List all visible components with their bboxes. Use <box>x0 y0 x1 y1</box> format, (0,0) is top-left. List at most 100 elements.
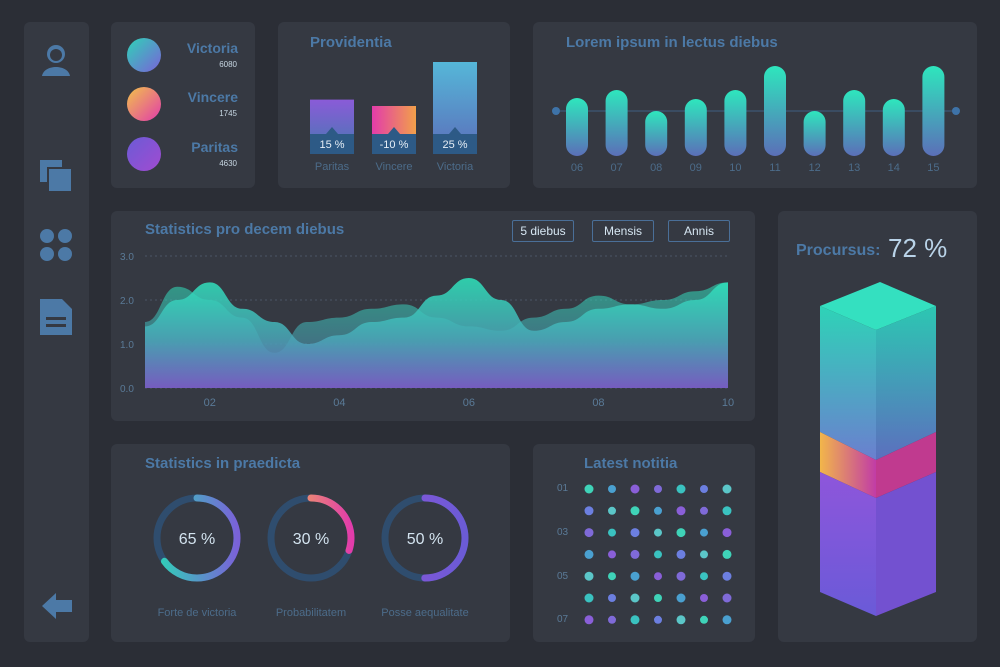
donut-arc <box>381 494 469 582</box>
lorem-xtick: 06 <box>571 162 583 174</box>
donut-label: Forte de victoria <box>158 607 238 619</box>
legend-swatch <box>127 137 161 171</box>
providentia-category: Paritas <box>315 161 350 173</box>
lorem-xtick: 15 <box>927 162 939 174</box>
notitia-dot <box>722 528 732 538</box>
providentia-label-box <box>433 134 477 154</box>
notitia-ytick: 03 <box>557 527 569 538</box>
notitia-dot <box>722 571 732 581</box>
notitia-dot <box>676 593 686 603</box>
lorem-xtick: 12 <box>808 162 820 174</box>
donut-value: 50 % <box>407 531 443 548</box>
providentia-notch <box>388 127 400 134</box>
notitia-dot <box>722 549 732 559</box>
notitia-dot <box>700 615 708 624</box>
notitia-dot <box>654 528 662 537</box>
notitia-dot <box>630 615 640 625</box>
five-days-button[interactable]: 5 diebus <box>512 220 574 242</box>
procursus-label: Procursus: <box>796 242 881 259</box>
notitia-dot <box>630 571 640 581</box>
lorem-bar <box>724 90 747 156</box>
notitia-dot <box>654 550 662 559</box>
notitia-ytick: 01 <box>557 483 569 494</box>
notitia-dot <box>722 615 732 625</box>
donut-value: 65 % <box>179 531 215 548</box>
notitia-dot <box>722 484 732 494</box>
providentia-value-label: 15 % <box>319 139 344 151</box>
legend-name: Paritas <box>191 139 238 155</box>
notitia-dot <box>676 484 686 494</box>
stats-area-series <box>145 282 728 388</box>
lorem-bar <box>645 111 668 156</box>
notitia-dot <box>584 484 594 494</box>
notitia-dot <box>584 528 594 538</box>
legend-value: 1745 <box>219 109 237 118</box>
providentia-label-box <box>372 134 416 154</box>
lorem-xtick: 11 <box>769 162 780 174</box>
month-button[interactable]: Mensis <box>592 220 654 242</box>
notitia-dot <box>584 549 594 559</box>
notitia-dot <box>700 485 708 493</box>
lorem-bar <box>566 98 588 156</box>
year-button[interactable]: Annis <box>668 220 730 242</box>
notitia-dot <box>584 571 594 581</box>
praedicta-title: Statistics in praedicta <box>145 455 301 472</box>
procursus-value: 72 % <box>888 233 948 263</box>
notitia-title: Latest notitia <box>584 455 678 472</box>
notitia-dot <box>654 572 662 581</box>
lorem-bar <box>803 111 826 156</box>
lorem-xtick: 08 <box>650 162 662 174</box>
providentia-title: Providentia <box>310 34 392 51</box>
notitia-dot <box>608 594 616 602</box>
lorem-title: Lorem ipsum in lectus diebus <box>566 34 778 51</box>
notitia-dot <box>608 550 616 559</box>
lorem-xtick: 07 <box>610 162 622 174</box>
lorem-xtick: 14 <box>888 162 900 174</box>
lorem-end-dot <box>552 107 560 115</box>
notitia-dot <box>700 550 708 559</box>
legend-value: 4630 <box>219 159 237 168</box>
notitia-dot <box>700 528 708 537</box>
notitia-dot <box>608 572 616 581</box>
notitia-dot <box>630 506 640 516</box>
legend-name: Victoria <box>186 40 238 56</box>
providentia-notch <box>449 127 461 134</box>
lorem-xtick: 09 <box>690 162 702 174</box>
stats-ytick: 1.0 <box>120 340 134 351</box>
notitia-dot <box>630 528 640 538</box>
notitia-dot <box>630 549 640 559</box>
lorem-xtick: 10 <box>729 162 741 174</box>
providentia-notch <box>326 127 338 134</box>
providentia-bar <box>433 62 477 136</box>
notitia-dot <box>676 549 686 559</box>
notitia-dot <box>676 571 686 581</box>
notitia-dot <box>608 485 616 493</box>
notitia-dot <box>608 528 616 537</box>
lorem-bar <box>684 99 707 156</box>
notitia-dot <box>584 593 594 603</box>
providentia-value-label: 25 % <box>442 139 467 151</box>
notitia-dot <box>654 594 662 602</box>
notitia-dot <box>676 528 686 538</box>
notitia-dot <box>584 506 594 516</box>
donut-arc <box>267 494 355 582</box>
notitia-dot <box>630 593 640 603</box>
notitia-dot <box>676 615 686 625</box>
donut-label: Probabilitatem <box>276 607 346 619</box>
notitia-dot <box>630 484 640 494</box>
providentia-category: Vincere <box>375 161 412 173</box>
providentia-label-box <box>310 134 354 154</box>
legend-swatch <box>127 87 161 121</box>
stats-xtick: 06 <box>463 397 475 409</box>
notitia-dot <box>700 572 708 581</box>
lorem-bar <box>605 90 628 156</box>
notitia-dot <box>654 485 662 493</box>
notitia-dot <box>676 506 686 516</box>
notitia-dot <box>722 506 732 516</box>
donut-value: 30 % <box>293 531 329 548</box>
notitia-dot <box>722 593 732 603</box>
notitia-dot <box>584 615 594 625</box>
lorem-bar <box>922 66 945 156</box>
